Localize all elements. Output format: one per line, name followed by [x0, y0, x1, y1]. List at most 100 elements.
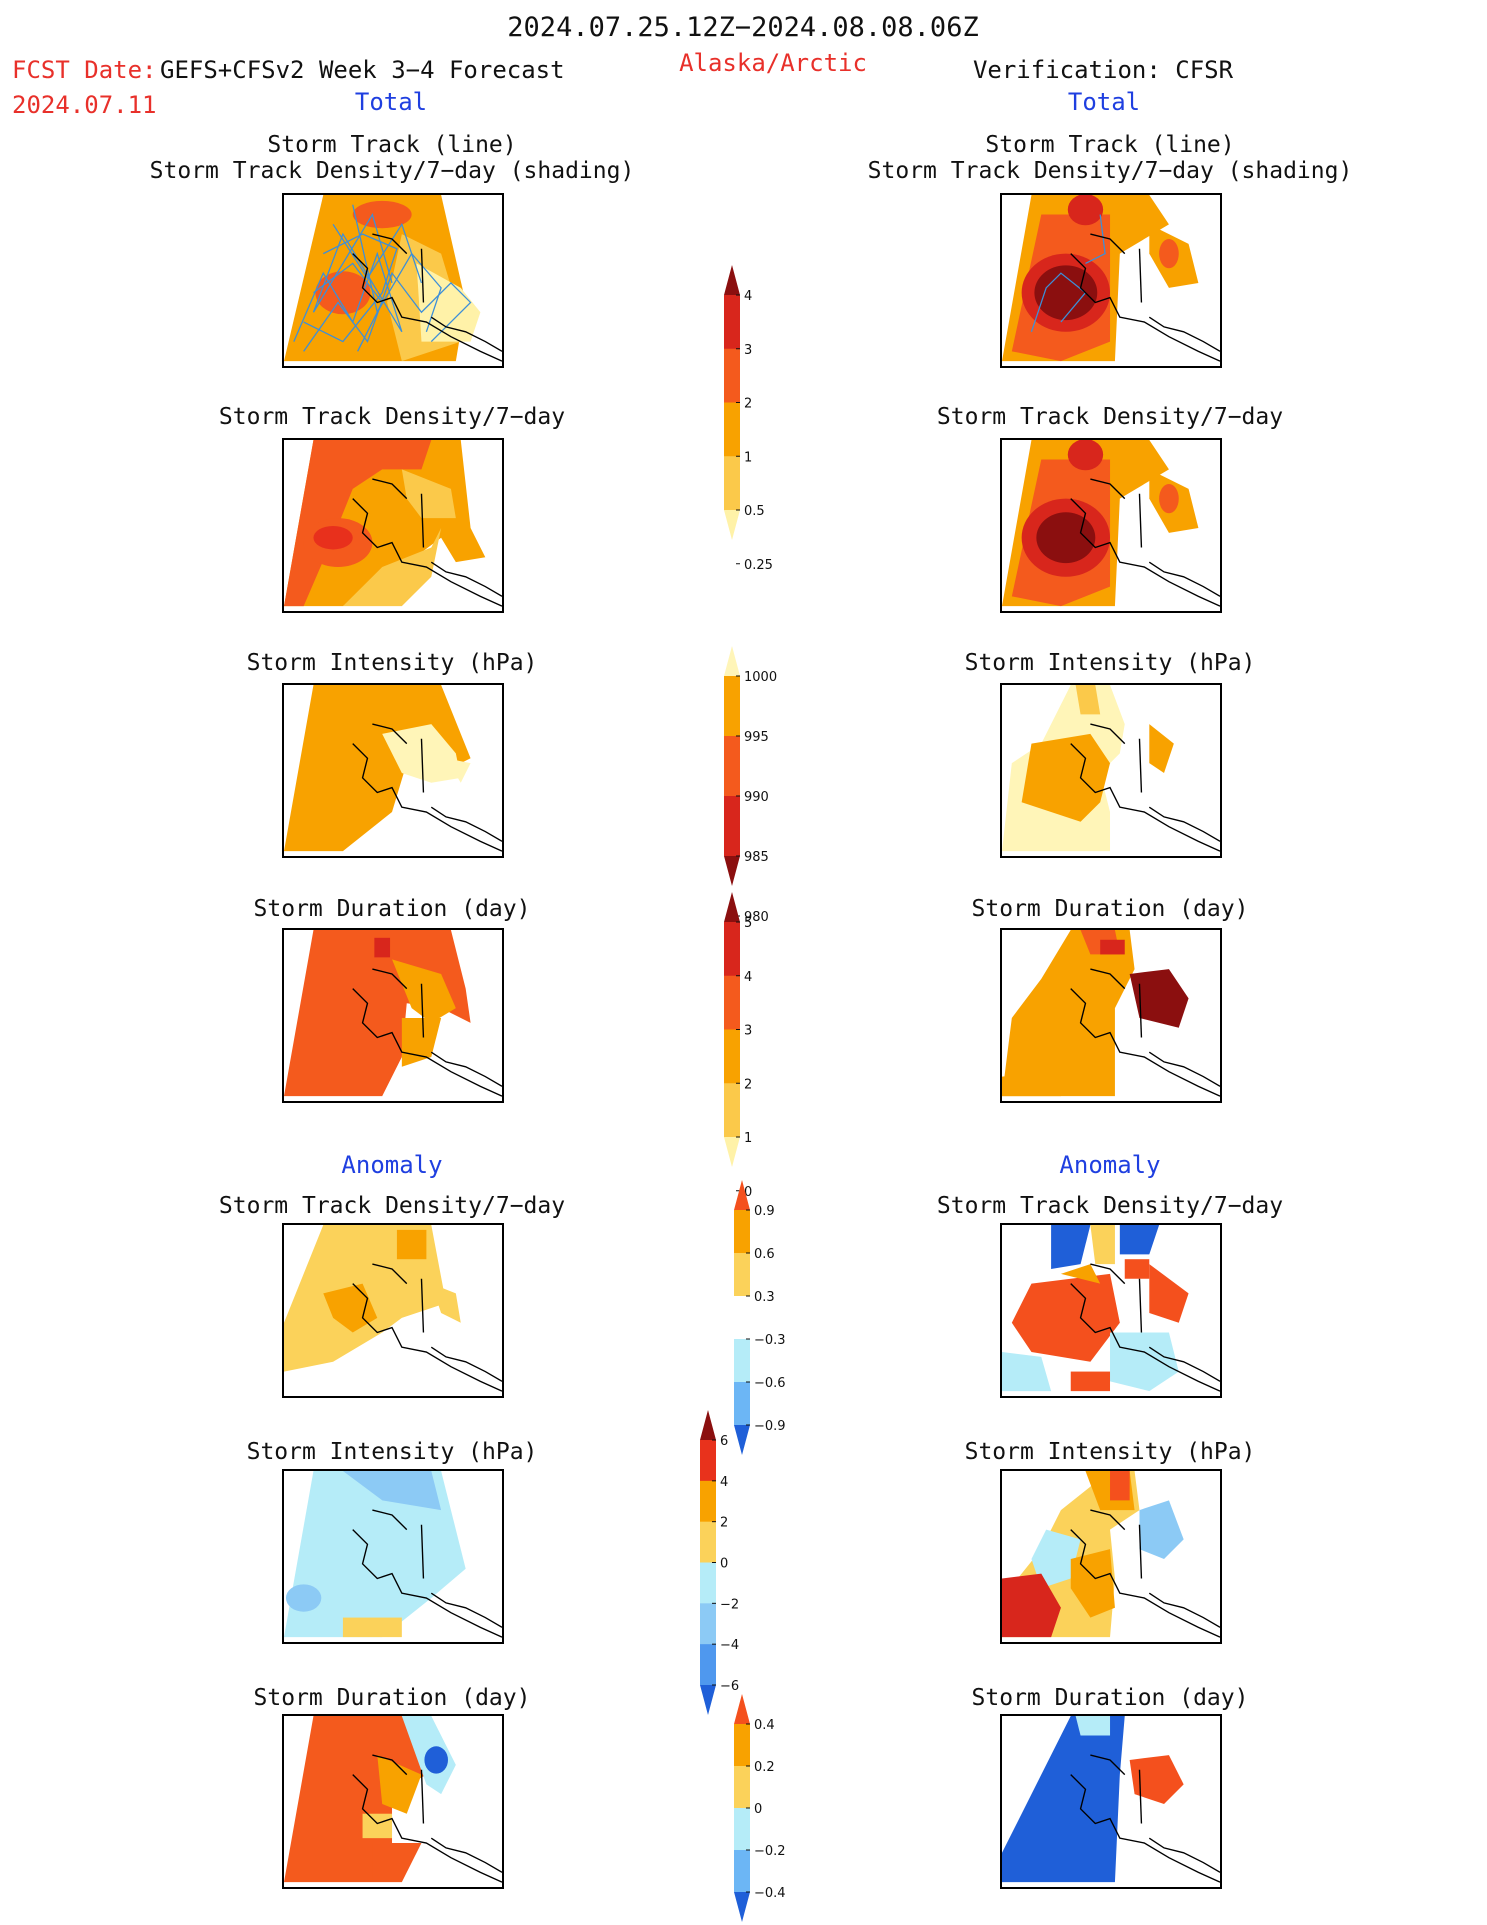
title-intensity-anom-right: Storm Intensity (hPa): [964, 1439, 1256, 1465]
map-intensity-verification: [1000, 683, 1222, 858]
density_total-tick-label-0: 4: [744, 289, 752, 304]
map-intensity-forecast: [282, 683, 504, 858]
intensity_total-tick-label-4: 980: [744, 910, 769, 925]
colorbar-duration-total: 5 4 3 2 1 0: [724, 892, 790, 1200]
intensity_total-swatch-4: [724, 856, 740, 886]
duration_total-swatch-4: [724, 1083, 740, 1138]
title-intensity-right: Storm Intensity (hPa): [964, 650, 1256, 676]
duration_total-swatch-3: [724, 1029, 740, 1084]
map-density-verification: [1000, 438, 1222, 613]
duration_total-swatch-1: [724, 922, 740, 977]
duration_total-tick-label-2: 3: [744, 1024, 752, 1039]
intensity_anom-tick-label-4: −2: [720, 1597, 739, 1612]
intensity_anom-svg: 6 4 2 0 −2 −4 −6: [700, 1410, 739, 1715]
intensity_anom-swatch-7: [700, 1685, 716, 1715]
intensity_anom-tick-label-0: 6: [720, 1434, 728, 1449]
title-density-anom-right: Storm Track Density/7−day: [936, 1193, 1284, 1219]
map-density-forecast: [282, 438, 504, 613]
density_anom-tick-label-2: 0.3: [754, 1290, 775, 1305]
density_total-tick-label-1: 3: [744, 343, 752, 358]
duration_total-tick-label-5: 0: [744, 1185, 752, 1200]
density_anom-tick-label-1: 0.6: [754, 1247, 775, 1262]
duration_total-svg: 5 4 3 2 1 0: [724, 892, 752, 1200]
density_total-swatch-0: [724, 265, 740, 295]
duration_anom-tick-label-1: 0.2: [754, 1760, 775, 1775]
section-total-left: Total: [354, 88, 428, 116]
title-density-left: Storm Track Density/7−day: [218, 404, 566, 430]
intensity_anom-swatch-2: [700, 1480, 716, 1523]
title-duration-anom-right: Storm Duration (day): [971, 1685, 1249, 1711]
map-intensity-anomaly-forecast: [282, 1469, 504, 1644]
title-density-anom-left: Storm Track Density/7−day: [218, 1193, 566, 1219]
duration_anom-svg: 0.4 0.2 0 −0.2 −0.4: [734, 1694, 786, 1922]
intensity_anom-tick-label-5: −4: [720, 1638, 739, 1653]
duration_anom-swatch-5: [734, 1892, 750, 1922]
duration_total-tick-label-1: 4: [744, 970, 752, 985]
map-intensity-anomaly-verification: [1000, 1469, 1222, 1644]
valid-period: 2024.07.25.12Z−2024.08.08.06Z: [507, 12, 979, 43]
duration_total-tick-label-4: 1: [744, 1131, 752, 1146]
map-track-verification: [1000, 193, 1222, 368]
intensity_anom-swatch-6: [700, 1644, 716, 1686]
duration_total-tick-label-0: 5: [744, 916, 752, 931]
density_anom-tick-label-5: −0.9: [754, 1419, 786, 1434]
duration_anom-swatch-2: [734, 1766, 750, 1809]
intensity_anom-tick-label-1: 4: [720, 1475, 728, 1490]
title-track-line-right: Storm Track (line): [985, 132, 1235, 158]
duration_anom-tick-label-0: 0.4: [754, 1718, 775, 1733]
intensity_total-tick-label-0: 1000: [744, 670, 777, 685]
density_anom-swatch-2: [734, 1253, 750, 1297]
title-track-line-left: Storm Track (line): [267, 132, 517, 158]
duration_total-swatch-0: [724, 892, 740, 922]
region-label: Alaska/Arctic: [679, 49, 867, 77]
density_total-tick-label-5: 0.25: [744, 558, 773, 573]
intensity_anom-tick-label-6: −6: [720, 1679, 739, 1694]
intensity_anom-tick-label-2: 2: [720, 1516, 728, 1531]
duration_anom-swatch-0: [734, 1694, 750, 1724]
duration_anom-tick-label-3: −0.2: [754, 1844, 786, 1859]
section-total-right: Total: [1067, 88, 1141, 116]
model-label: GEFS+CFSv2 Week 3−4 Forecast: [160, 56, 565, 84]
density_anom-swatch-4: [734, 1339, 750, 1383]
colorbar-duration-anomaly: 0.4 0.2 0 −0.2 −0.4: [734, 1694, 800, 1922]
title-duration-right: Storm Duration (day): [971, 896, 1249, 922]
density_anom-swatch-5: [734, 1382, 750, 1426]
fcst-date-label: FCST Date:: [12, 56, 157, 84]
density_total-swatch-3: [724, 402, 740, 457]
intensity_total-swatch-1: [724, 676, 740, 737]
title-intensity-left: Storm Intensity (hPa): [246, 650, 538, 676]
density_total-swatch-1: [724, 295, 740, 350]
intensity_total-swatch-2: [724, 736, 740, 797]
map-duration-forecast: [282, 928, 504, 1103]
colorbar-intensity-total: 1000 995 990 985 980: [724, 646, 790, 925]
density_anom-tick-label-4: −0.6: [754, 1376, 786, 1391]
duration_total-swatch-5: [724, 1137, 740, 1167]
map-density-anomaly-forecast: [282, 1223, 504, 1398]
intensity_anom-tick-label-3: 0: [720, 1557, 728, 1572]
density_anom-swatch-3: [734, 1296, 750, 1340]
map-density-anomaly-verification: [1000, 1223, 1222, 1398]
duration_anom-swatch-1: [734, 1724, 750, 1767]
colorbar-intensity-anomaly: 6 4 2 0 −2 −4 −6: [700, 1410, 766, 1715]
intensity_total-swatch-3: [724, 796, 740, 857]
colorbar-density-total: 4 3 2 1 0.5 0.25: [724, 265, 790, 573]
intensity_total-swatch-0: [724, 646, 740, 676]
intensity_anom-swatch-4: [700, 1562, 716, 1604]
density_anom-swatch-6: [734, 1425, 750, 1455]
map-duration-anomaly-verification: [1000, 1714, 1222, 1889]
intensity_anom-swatch-3: [700, 1521, 716, 1563]
duration_total-tick-label-3: 2: [744, 1077, 752, 1092]
density_anom-swatch-1: [734, 1210, 750, 1254]
map-track-forecast: [282, 193, 504, 368]
density_anom-tick-label-3: −0.3: [754, 1333, 786, 1348]
title-track-shading-left: Storm Track Density/7−day (shading): [149, 158, 635, 184]
intensity_anom-swatch-1: [700, 1440, 716, 1482]
duration_anom-swatch-3: [734, 1808, 750, 1851]
density_anom-tick-label-0: 0.9: [754, 1204, 775, 1219]
map-duration-verification: [1000, 928, 1222, 1103]
map-duration-anomaly-forecast: [282, 1714, 504, 1889]
density_total-tick-label-2: 2: [744, 397, 752, 412]
title-duration-left: Storm Duration (day): [253, 896, 531, 922]
intensity_anom-swatch-5: [700, 1603, 716, 1645]
fcst-date: 2024.07.11: [12, 91, 157, 119]
